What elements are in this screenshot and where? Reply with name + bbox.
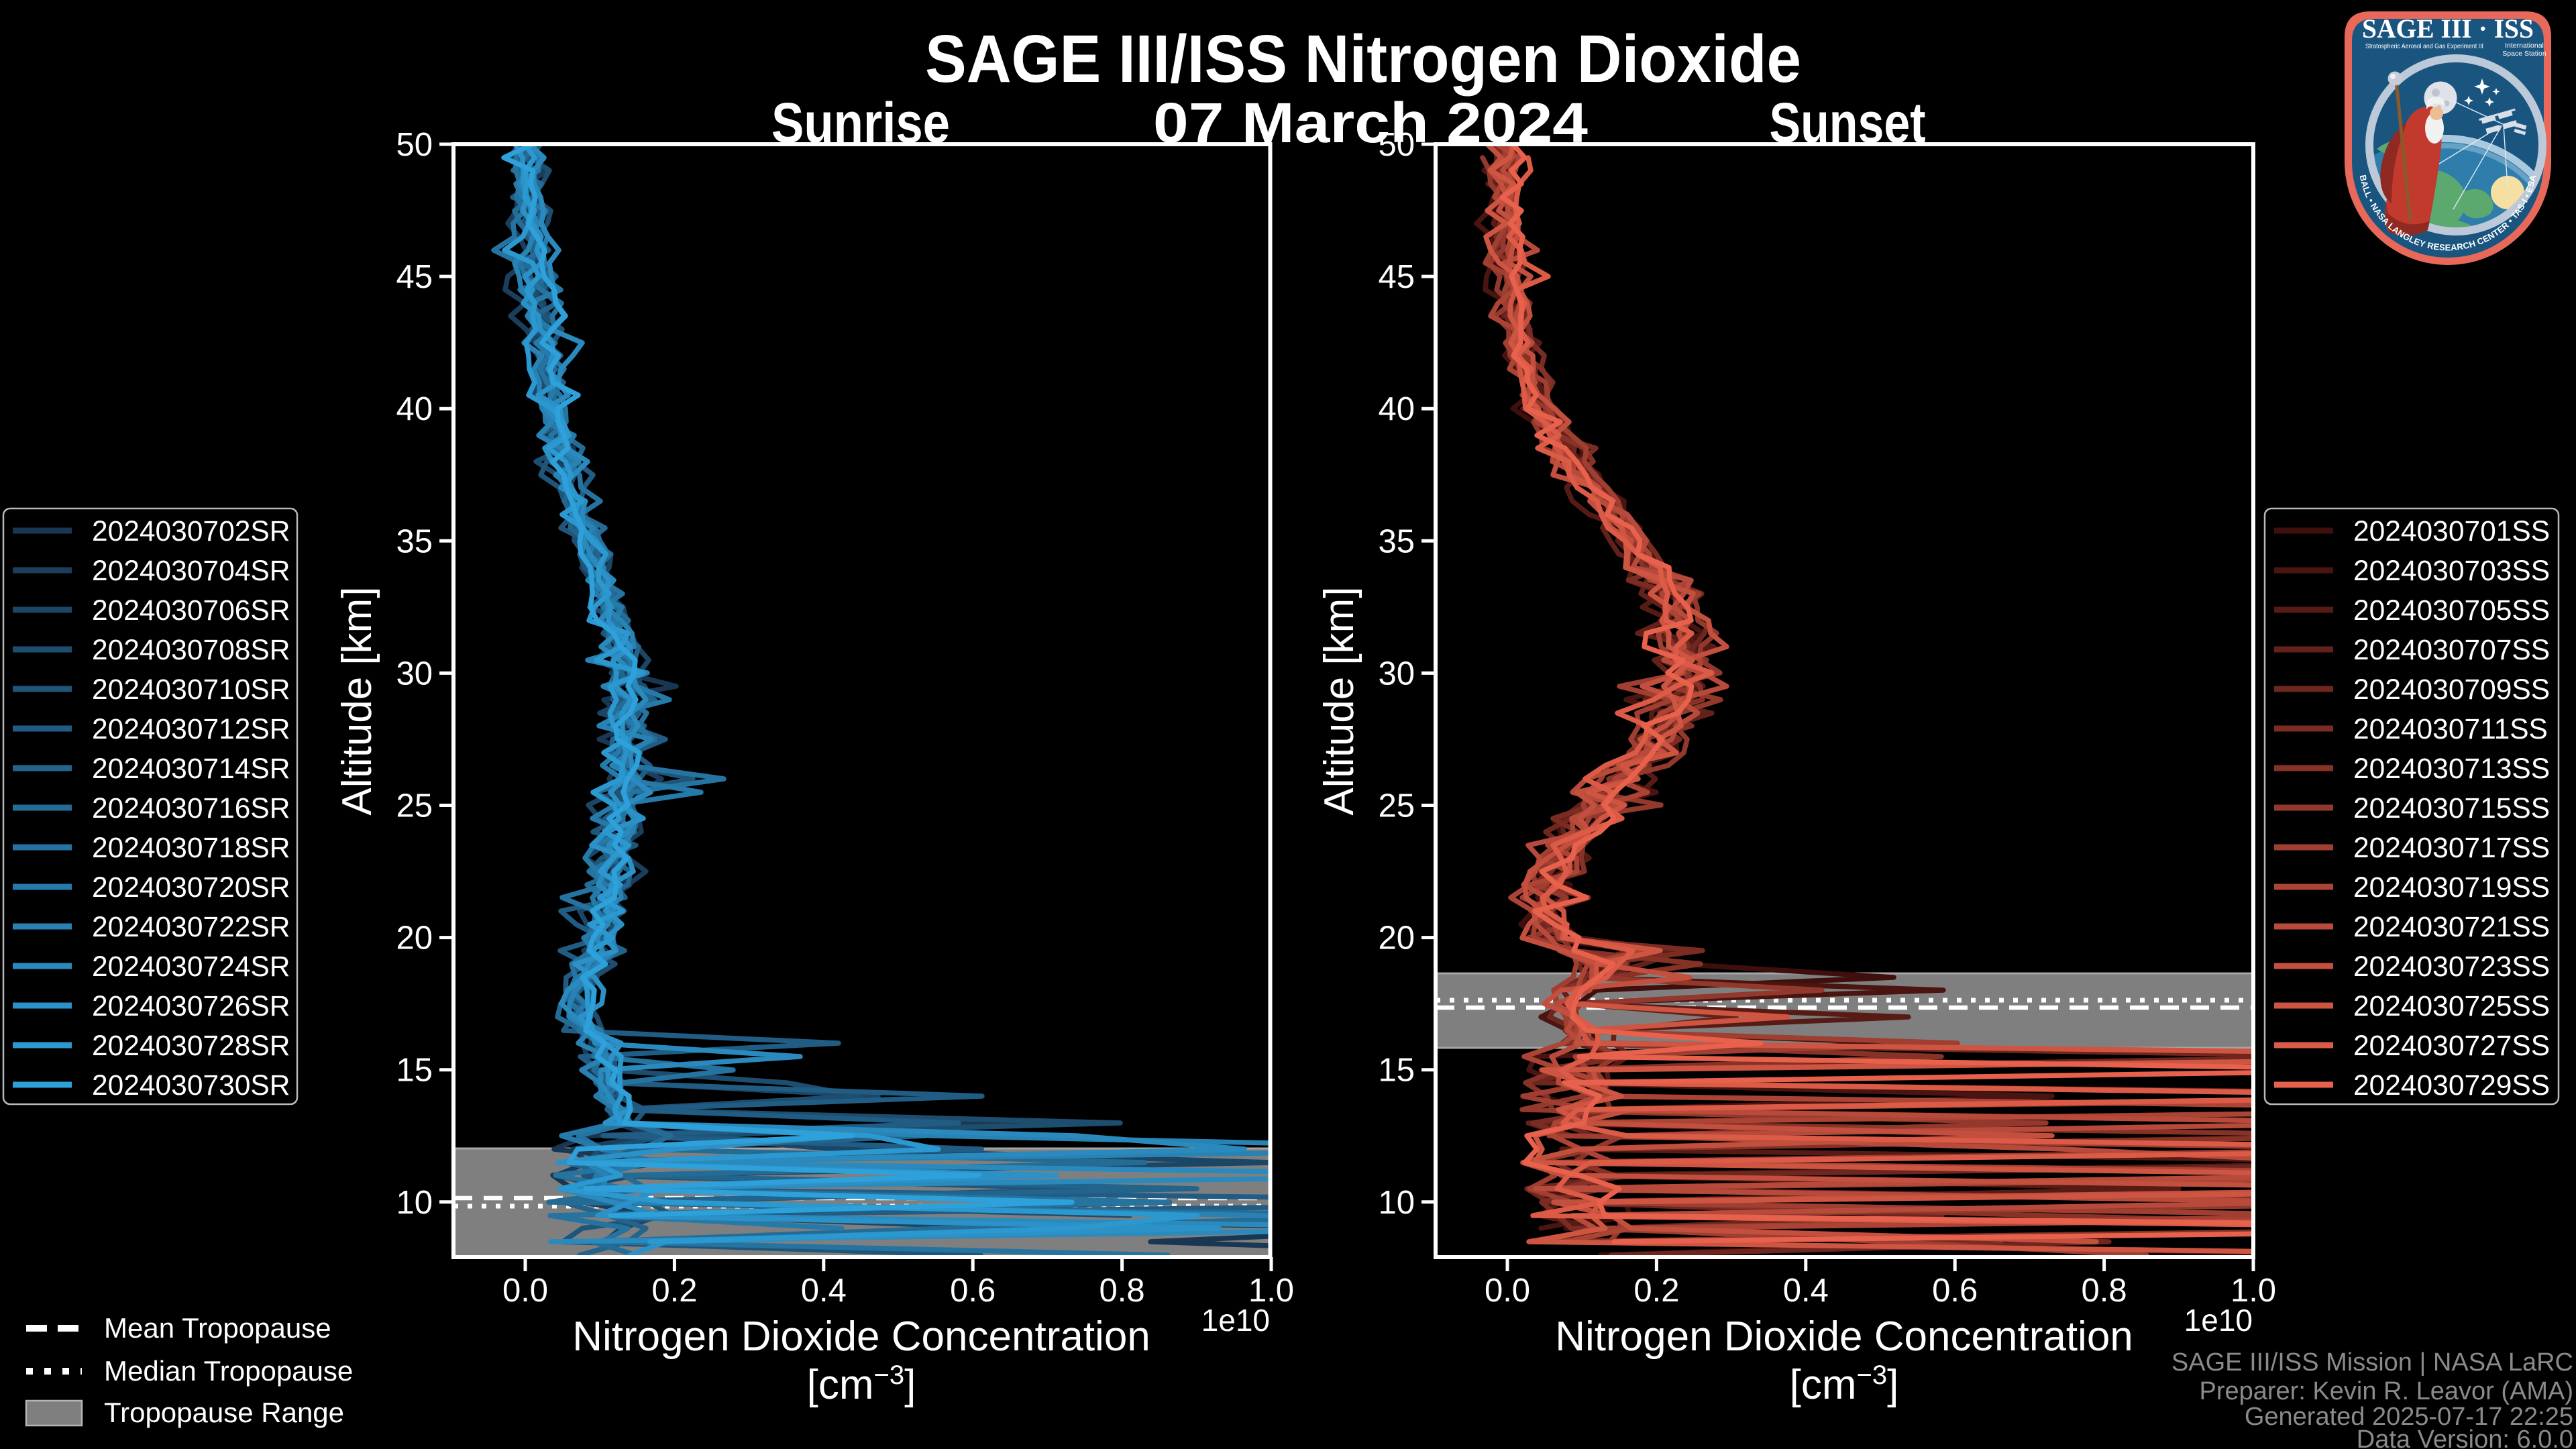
svg-text:2024030725SS: 2024030725SS bbox=[2353, 991, 2550, 1022]
svg-text:07 March 2024: 07 March 2024 bbox=[1153, 91, 1588, 154]
svg-text:15: 15 bbox=[396, 1053, 433, 1089]
svg-text:0.4: 0.4 bbox=[801, 1273, 847, 1309]
svg-text:2024030705SS: 2024030705SS bbox=[2353, 595, 2550, 627]
svg-text:40: 40 bbox=[1378, 391, 1415, 427]
svg-text:50: 50 bbox=[396, 127, 433, 163]
svg-text:2024030701SS: 2024030701SS bbox=[2353, 516, 2550, 547]
svg-text:30: 30 bbox=[396, 655, 433, 692]
svg-text:0.6: 0.6 bbox=[950, 1273, 996, 1309]
svg-text:2024030719SS: 2024030719SS bbox=[2353, 872, 2550, 904]
svg-text:Data Version: 6.0.0: Data Version: 6.0.0 bbox=[2357, 1426, 2573, 1449]
svg-text:2024030710SR: 2024030710SR bbox=[92, 674, 290, 706]
svg-text:0.6: 0.6 bbox=[1932, 1273, 1978, 1309]
svg-text:2024030713SS: 2024030713SS bbox=[2353, 753, 2550, 785]
svg-text:Altitude [km]: Altitude [km] bbox=[334, 586, 380, 815]
svg-text:40: 40 bbox=[396, 391, 433, 427]
svg-text:15: 15 bbox=[1378, 1053, 1415, 1089]
svg-text:2024030709SS: 2024030709SS bbox=[2353, 674, 2550, 706]
svg-text:Sunset: Sunset bbox=[1770, 91, 1926, 154]
svg-text:2024030707SS: 2024030707SS bbox=[2353, 635, 2550, 666]
svg-text:1e10: 1e10 bbox=[1201, 1303, 1270, 1338]
svg-text:2024030728SR: 2024030728SR bbox=[92, 1030, 290, 1062]
svg-text:2024030714SR: 2024030714SR bbox=[92, 753, 290, 785]
svg-text:2024030723SS: 2024030723SS bbox=[2353, 951, 2550, 983]
svg-text:Mean Tropopause: Mean Tropopause bbox=[104, 1312, 331, 1344]
svg-text:0.0: 0.0 bbox=[1485, 1273, 1530, 1309]
svg-text:SAGE III/ISS Nitrogen Dioxide: SAGE III/ISS Nitrogen Dioxide bbox=[925, 21, 1801, 97]
svg-text:Nitrogen Dioxide Concentration: Nitrogen Dioxide Concentration bbox=[572, 1313, 1150, 1360]
svg-text:30: 30 bbox=[1378, 655, 1415, 692]
svg-text:2024030726SR: 2024030726SR bbox=[92, 991, 290, 1022]
svg-text:0.2: 0.2 bbox=[651, 1273, 697, 1309]
svg-text:2024030722SR: 2024030722SR bbox=[92, 912, 290, 943]
svg-text:0.4: 0.4 bbox=[1783, 1273, 1829, 1309]
svg-text:2024030706SR: 2024030706SR bbox=[92, 595, 290, 627]
svg-text:SAGE III · ISS: SAGE III · ISS bbox=[2362, 13, 2534, 44]
svg-text:25: 25 bbox=[396, 788, 433, 824]
svg-text:2024030720SR: 2024030720SR bbox=[92, 872, 290, 904]
svg-text:2024030730SR: 2024030730SR bbox=[92, 1070, 290, 1102]
svg-text:Sunrise: Sunrise bbox=[771, 91, 950, 154]
svg-text:0.0: 0.0 bbox=[502, 1273, 548, 1309]
svg-text:Space Station: Space Station bbox=[2502, 50, 2546, 58]
svg-text:20: 20 bbox=[1378, 920, 1415, 957]
svg-text:1.0: 1.0 bbox=[2231, 1273, 2276, 1309]
svg-text:1.0: 1.0 bbox=[1248, 1273, 1294, 1309]
svg-text:35: 35 bbox=[1378, 523, 1415, 559]
svg-text:Median Tropopause: Median Tropopause bbox=[104, 1355, 353, 1387]
svg-text:2024030711SS: 2024030711SS bbox=[2353, 714, 2548, 745]
svg-text:2024030704SR: 2024030704SR bbox=[92, 555, 290, 587]
svg-text:Stratospheric Aerosol and Gas: Stratospheric Aerosol and Gas Experiment… bbox=[2365, 42, 2483, 50]
svg-text:2024030729SS: 2024030729SS bbox=[2353, 1070, 2550, 1102]
svg-text:2024030721SS: 2024030721SS bbox=[2353, 912, 2550, 943]
svg-text:Nitrogen Dioxide Concentration: Nitrogen Dioxide Concentration bbox=[1555, 1313, 2133, 1360]
svg-text:Preparer: Kevin R. Leavor (AMA: Preparer: Kevin R. Leavor (AMA) bbox=[2199, 1377, 2573, 1405]
svg-text:0.2: 0.2 bbox=[1633, 1273, 1679, 1309]
svg-text:10: 10 bbox=[1378, 1185, 1415, 1221]
svg-text:2024030712SR: 2024030712SR bbox=[92, 714, 290, 745]
svg-text:0.8: 0.8 bbox=[2082, 1273, 2127, 1309]
svg-text:Tropopause Range: Tropopause Range bbox=[104, 1397, 344, 1428]
svg-text:25: 25 bbox=[1378, 788, 1415, 824]
svg-text:2024030717SS: 2024030717SS bbox=[2353, 833, 2550, 864]
svg-text:2024030703SS: 2024030703SS bbox=[2353, 555, 2550, 587]
svg-text:1e10: 1e10 bbox=[2184, 1303, 2253, 1338]
svg-text:Generated 2025-07-17 22:25: Generated 2025-07-17 22:25 bbox=[2245, 1403, 2573, 1431]
svg-text:2024030724SR: 2024030724SR bbox=[92, 951, 290, 983]
svg-text:SAGE III/ISS Mission | NASA La: SAGE III/ISS Mission | NASA LaRC bbox=[2171, 1348, 2573, 1377]
svg-text:2024030702SR: 2024030702SR bbox=[92, 516, 290, 547]
svg-text:0.8: 0.8 bbox=[1099, 1273, 1145, 1309]
svg-text:10: 10 bbox=[396, 1185, 433, 1221]
svg-text:2024030727SS: 2024030727SS bbox=[2353, 1030, 2550, 1062]
svg-text:45: 45 bbox=[1378, 259, 1415, 295]
svg-text:50: 50 bbox=[1378, 127, 1415, 163]
svg-text:2024030716SR: 2024030716SR bbox=[92, 793, 290, 824]
svg-text:Altitude [km]: Altitude [km] bbox=[1316, 586, 1362, 815]
svg-text:2024030715SS: 2024030715SS bbox=[2353, 793, 2550, 824]
svg-text:45: 45 bbox=[396, 259, 433, 295]
svg-text:35: 35 bbox=[396, 523, 433, 559]
svg-text:International: International bbox=[2505, 42, 2544, 50]
svg-text:20: 20 bbox=[396, 920, 433, 957]
svg-text:2024030718SR: 2024030718SR bbox=[92, 833, 290, 864]
svg-text:2024030708SR: 2024030708SR bbox=[92, 635, 290, 666]
